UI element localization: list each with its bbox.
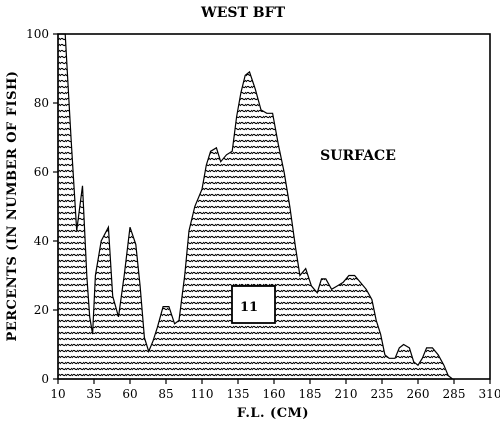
y-tick-label: 20 xyxy=(34,303,49,317)
x-tick-label: 35 xyxy=(86,387,101,401)
sample-box xyxy=(231,285,276,324)
y-tick-label: 100 xyxy=(26,27,49,41)
x-tick-label: 135 xyxy=(227,387,250,401)
y-tick-label: 0 xyxy=(41,372,49,386)
chart-title: WEST BFT xyxy=(200,5,286,21)
x-tick-label: 310 xyxy=(479,387,500,401)
x-tick-label: 260 xyxy=(407,387,430,401)
x-tick-label: 85 xyxy=(158,387,173,401)
x-axis-label: F.L. (CM) xyxy=(237,406,309,421)
x-tick-label: 160 xyxy=(263,387,286,401)
surface-annotation: SURFACE xyxy=(320,148,396,164)
x-tick-label: 285 xyxy=(443,387,466,401)
axis-ticks: 10 35 60 85 110 135 160 185 210 235 260 285 310 0 20 40… xyxy=(26,27,500,401)
x-tick-label: 10 xyxy=(50,387,65,401)
x-tick-label: 235 xyxy=(371,387,394,401)
plot-area xyxy=(57,33,455,380)
series-area-1 xyxy=(57,33,455,380)
sample-box-label: 11 xyxy=(240,300,258,315)
x-tick-label: 185 xyxy=(299,387,322,401)
x-tick-label: 210 xyxy=(335,387,358,401)
x-tick-label: 60 xyxy=(122,387,137,401)
y-tick-label: 80 xyxy=(34,96,49,110)
x-tick-label: 110 xyxy=(191,387,214,401)
y-axis-label: PERCENTS (IN NUMBER OF FISH) xyxy=(5,71,20,342)
y-tick-label: 60 xyxy=(34,165,49,179)
y-tick-label: 40 xyxy=(34,234,49,248)
